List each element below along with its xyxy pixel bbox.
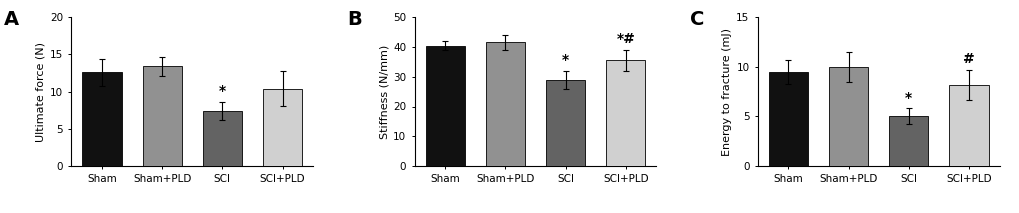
Text: B: B (346, 10, 362, 29)
Text: #: # (962, 52, 974, 66)
Bar (889, 117, 927, 166)
Bar (485, 42, 525, 166)
Text: *: * (561, 53, 569, 67)
Bar (545, 80, 585, 166)
Bar (425, 46, 465, 166)
Y-axis label: Energy to fracture (mJ): Energy to fracture (mJ) (721, 28, 732, 155)
Bar (203, 111, 242, 166)
Text: C: C (690, 10, 704, 29)
Bar (83, 72, 121, 166)
Bar (263, 89, 302, 166)
Text: *: * (219, 84, 225, 98)
Text: A: A (4, 10, 18, 29)
Bar (605, 60, 645, 166)
Bar (143, 66, 181, 166)
Y-axis label: Stiffness (N/mm): Stiffness (N/mm) (379, 45, 388, 139)
Text: *#: *# (615, 32, 635, 46)
Bar (949, 85, 987, 166)
Bar (768, 72, 807, 166)
Text: *: * (905, 91, 912, 105)
Y-axis label: Ultimate force (N): Ultimate force (N) (36, 42, 46, 142)
Bar (828, 67, 867, 166)
